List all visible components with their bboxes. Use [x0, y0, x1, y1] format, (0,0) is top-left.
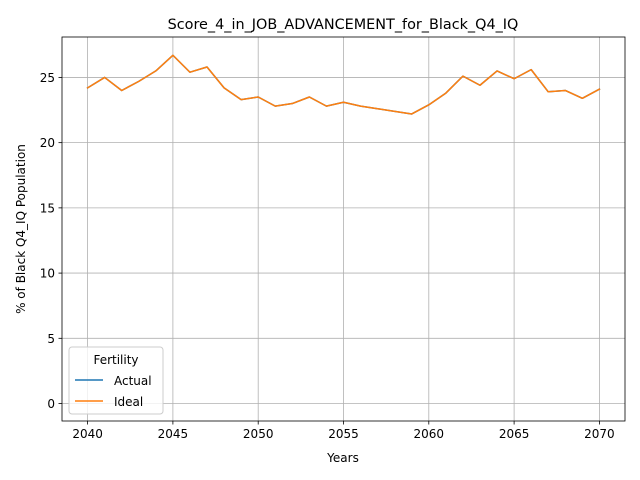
- y-tick-label: 25: [40, 71, 55, 85]
- series-line-ideal: [86, 54, 601, 115]
- y-tick-label: 10: [40, 267, 55, 281]
- x-tick-label: 2045: [158, 427, 189, 441]
- series-lines: [86, 54, 601, 115]
- x-tick-label: 2060: [414, 427, 445, 441]
- y-axis-ticks: 0 5 10 15 20 25: [40, 71, 62, 411]
- x-tick-label: 2050: [243, 427, 274, 441]
- legend-title: Fertility: [93, 353, 138, 367]
- legend-label-ideal: Ideal: [114, 395, 143, 409]
- y-tick-label: 0: [47, 397, 55, 411]
- chart-title: Score_4_in_JOB_ADVANCEMENT_for_Black_Q4_…: [168, 17, 519, 33]
- x-axis-ticks: 2040 2045 2050 2055 2060 2065 2070: [72, 421, 615, 441]
- y-tick-label: 20: [40, 136, 55, 150]
- x-tick-label: 2040: [72, 427, 103, 441]
- legend: Fertility Actual Ideal: [68, 346, 164, 415]
- y-tick-label: 5: [47, 332, 55, 346]
- y-axis-label: % of Black Q4_IQ Population: [14, 144, 28, 314]
- x-tick-label: 2065: [499, 427, 530, 441]
- y-tick-label: 15: [40, 201, 55, 215]
- legend-box: [68, 346, 164, 415]
- x-tick-label: 2055: [328, 427, 359, 441]
- x-tick-label: 2070: [584, 427, 615, 441]
- legend-label-actual: Actual: [114, 374, 152, 388]
- x-axis-label: Years: [326, 451, 359, 465]
